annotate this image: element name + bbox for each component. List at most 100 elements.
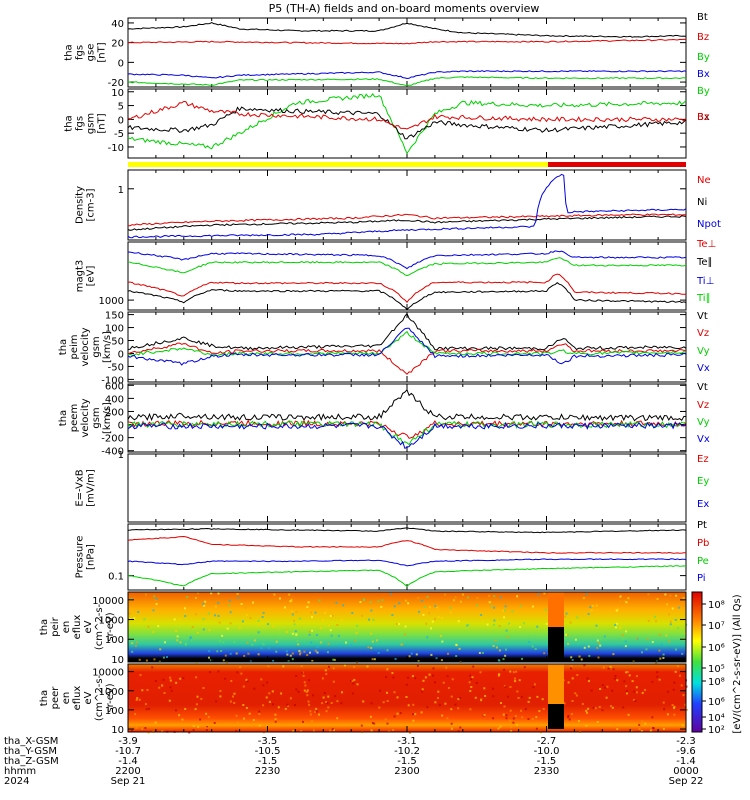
spectrogram-pixel [131, 642, 134, 645]
spectrogram-pixel [587, 613, 590, 615]
spectrogram-pixel [500, 702, 502, 704]
y-axis-label: Density [75, 186, 86, 224]
y-axis-label: en [61, 692, 72, 705]
spectrogram-pixel [506, 636, 509, 639]
y-axis-label: tha [64, 115, 75, 131]
spectrogram-pixel [166, 656, 168, 658]
spectrogram-pixel [230, 680, 233, 682]
y-tick-label: 100 [105, 706, 124, 717]
spectrogram-pixel [666, 713, 669, 716]
colorbar-tick-label: 10⁴ [708, 713, 725, 724]
spectrogram-pixel [595, 604, 598, 607]
spectrogram-pixel [185, 642, 187, 645]
spectrogram-pixel [257, 631, 260, 634]
spectrogram-pixel [634, 700, 637, 702]
spectrogram-pixel [616, 679, 619, 682]
mode-bar-fast [548, 162, 686, 167]
spectrogram-pixel [246, 641, 249, 644]
spectrogram-pixel [352, 682, 355, 685]
spectrogram-pixel [441, 714, 444, 717]
spectrogram-pixel [292, 730, 294, 733]
spectrogram-pixel [134, 713, 137, 716]
spectrogram-pixel [411, 675, 414, 678]
spectrogram-pixel [625, 685, 628, 688]
spectrogram-pixel [271, 690, 274, 693]
legend-Bz: Bz [697, 32, 709, 43]
spectrogram-pixel [178, 617, 181, 620]
spectrogram-pixel [311, 616, 313, 619]
series-line-Bt [127, 22, 687, 38]
spectrogram-pixel [282, 665, 285, 668]
y-axis-label: gse [86, 44, 97, 62]
spectrogram-pixel [315, 638, 318, 641]
spectrogram-pixel [219, 639, 221, 642]
spectrogram-pixel [184, 708, 187, 710]
y-tick-label: 150 [105, 311, 124, 322]
spectrogram-pixel [196, 695, 199, 698]
spectrogram-pixel [580, 658, 583, 661]
spectrogram-pixel [350, 644, 353, 646]
spectrogram-pixel [372, 619, 375, 621]
series-line-Pb [127, 535, 687, 554]
spectrogram-pixel [422, 613, 425, 616]
spectrogram-pixel [656, 671, 659, 674]
x-axis-row-label: hhmm [4, 766, 36, 777]
spectrogram-pixel [306, 689, 309, 692]
spectrogram-pixel [434, 605, 437, 607]
spectrogram-pixel [316, 646, 319, 648]
spectrogram-pixel [221, 634, 224, 637]
spectrogram-pixel [432, 667, 435, 670]
spectrogram-pixel [139, 674, 142, 677]
spectrogram-pixel [503, 616, 506, 619]
y-tick-label: 0 [118, 58, 124, 69]
spectrogram-pixel [582, 597, 585, 600]
spectrogram-pixel [138, 698, 141, 701]
spectrogram-pixel [308, 679, 311, 682]
x-axis-value: -10.7 [115, 746, 141, 757]
spectrogram-pixel [625, 671, 628, 674]
spectrogram-pixel [441, 640, 444, 643]
panel-frame [127, 311, 687, 383]
spectrogram-pixel [200, 697, 203, 700]
series-line-Ti∥ [127, 257, 687, 277]
spectrogram-pixel [308, 633, 311, 636]
spectrogram-pixel [421, 688, 424, 691]
series-line-Vt [127, 312, 687, 351]
spectrogram-pixel [392, 729, 395, 731]
x-axis-value: 2330 [534, 766, 559, 777]
spectrogram-pixel [272, 703, 274, 706]
x-axis-value: -3.1 [397, 736, 417, 747]
spectrogram-pixel [675, 723, 678, 726]
spectrogram-pixel [627, 713, 630, 716]
spectrogram-pixel [536, 625, 539, 628]
spectrogram-pixel [141, 689, 144, 692]
spectrogram-pixel [194, 597, 197, 599]
spectrogram-pixel [571, 659, 574, 661]
spectrogram-pixel [276, 644, 279, 647]
spectrogram-pixel [366, 665, 369, 668]
spectrogram-pixel [405, 683, 408, 686]
spectrogram-pixel [274, 713, 277, 716]
spectrogram-pixel [371, 635, 374, 637]
legend-Te∥: Te∥ [696, 257, 713, 268]
spectrogram-pixel [591, 604, 594, 607]
spectrogram-pixel [336, 700, 339, 703]
spectrogram-pixel [467, 623, 470, 626]
spectrogram-pixel [261, 616, 264, 618]
spectrogram-pixel [311, 629, 314, 632]
y-tick-label: -50 [108, 362, 124, 373]
spectrogram-pixel [244, 606, 247, 609]
legend-Vt: Vt [697, 382, 708, 393]
y-axis-label: [mV/m] [86, 469, 97, 507]
spectrogram-pixel [535, 727, 538, 730]
spectrogram-pixel [324, 669, 327, 672]
colorbar-tick-label: 10⁸ [708, 677, 725, 688]
panel-frame [127, 523, 687, 591]
spectrogram-pixel [638, 728, 641, 730]
spectrogram-pixel [224, 677, 227, 680]
y-tick-label: 10 [111, 88, 124, 99]
spectrogram-pixel [506, 695, 509, 698]
y-axis-label: tha [39, 619, 50, 635]
spectrogram-pixel [626, 671, 629, 673]
spectrogram-pixel [267, 623, 270, 626]
